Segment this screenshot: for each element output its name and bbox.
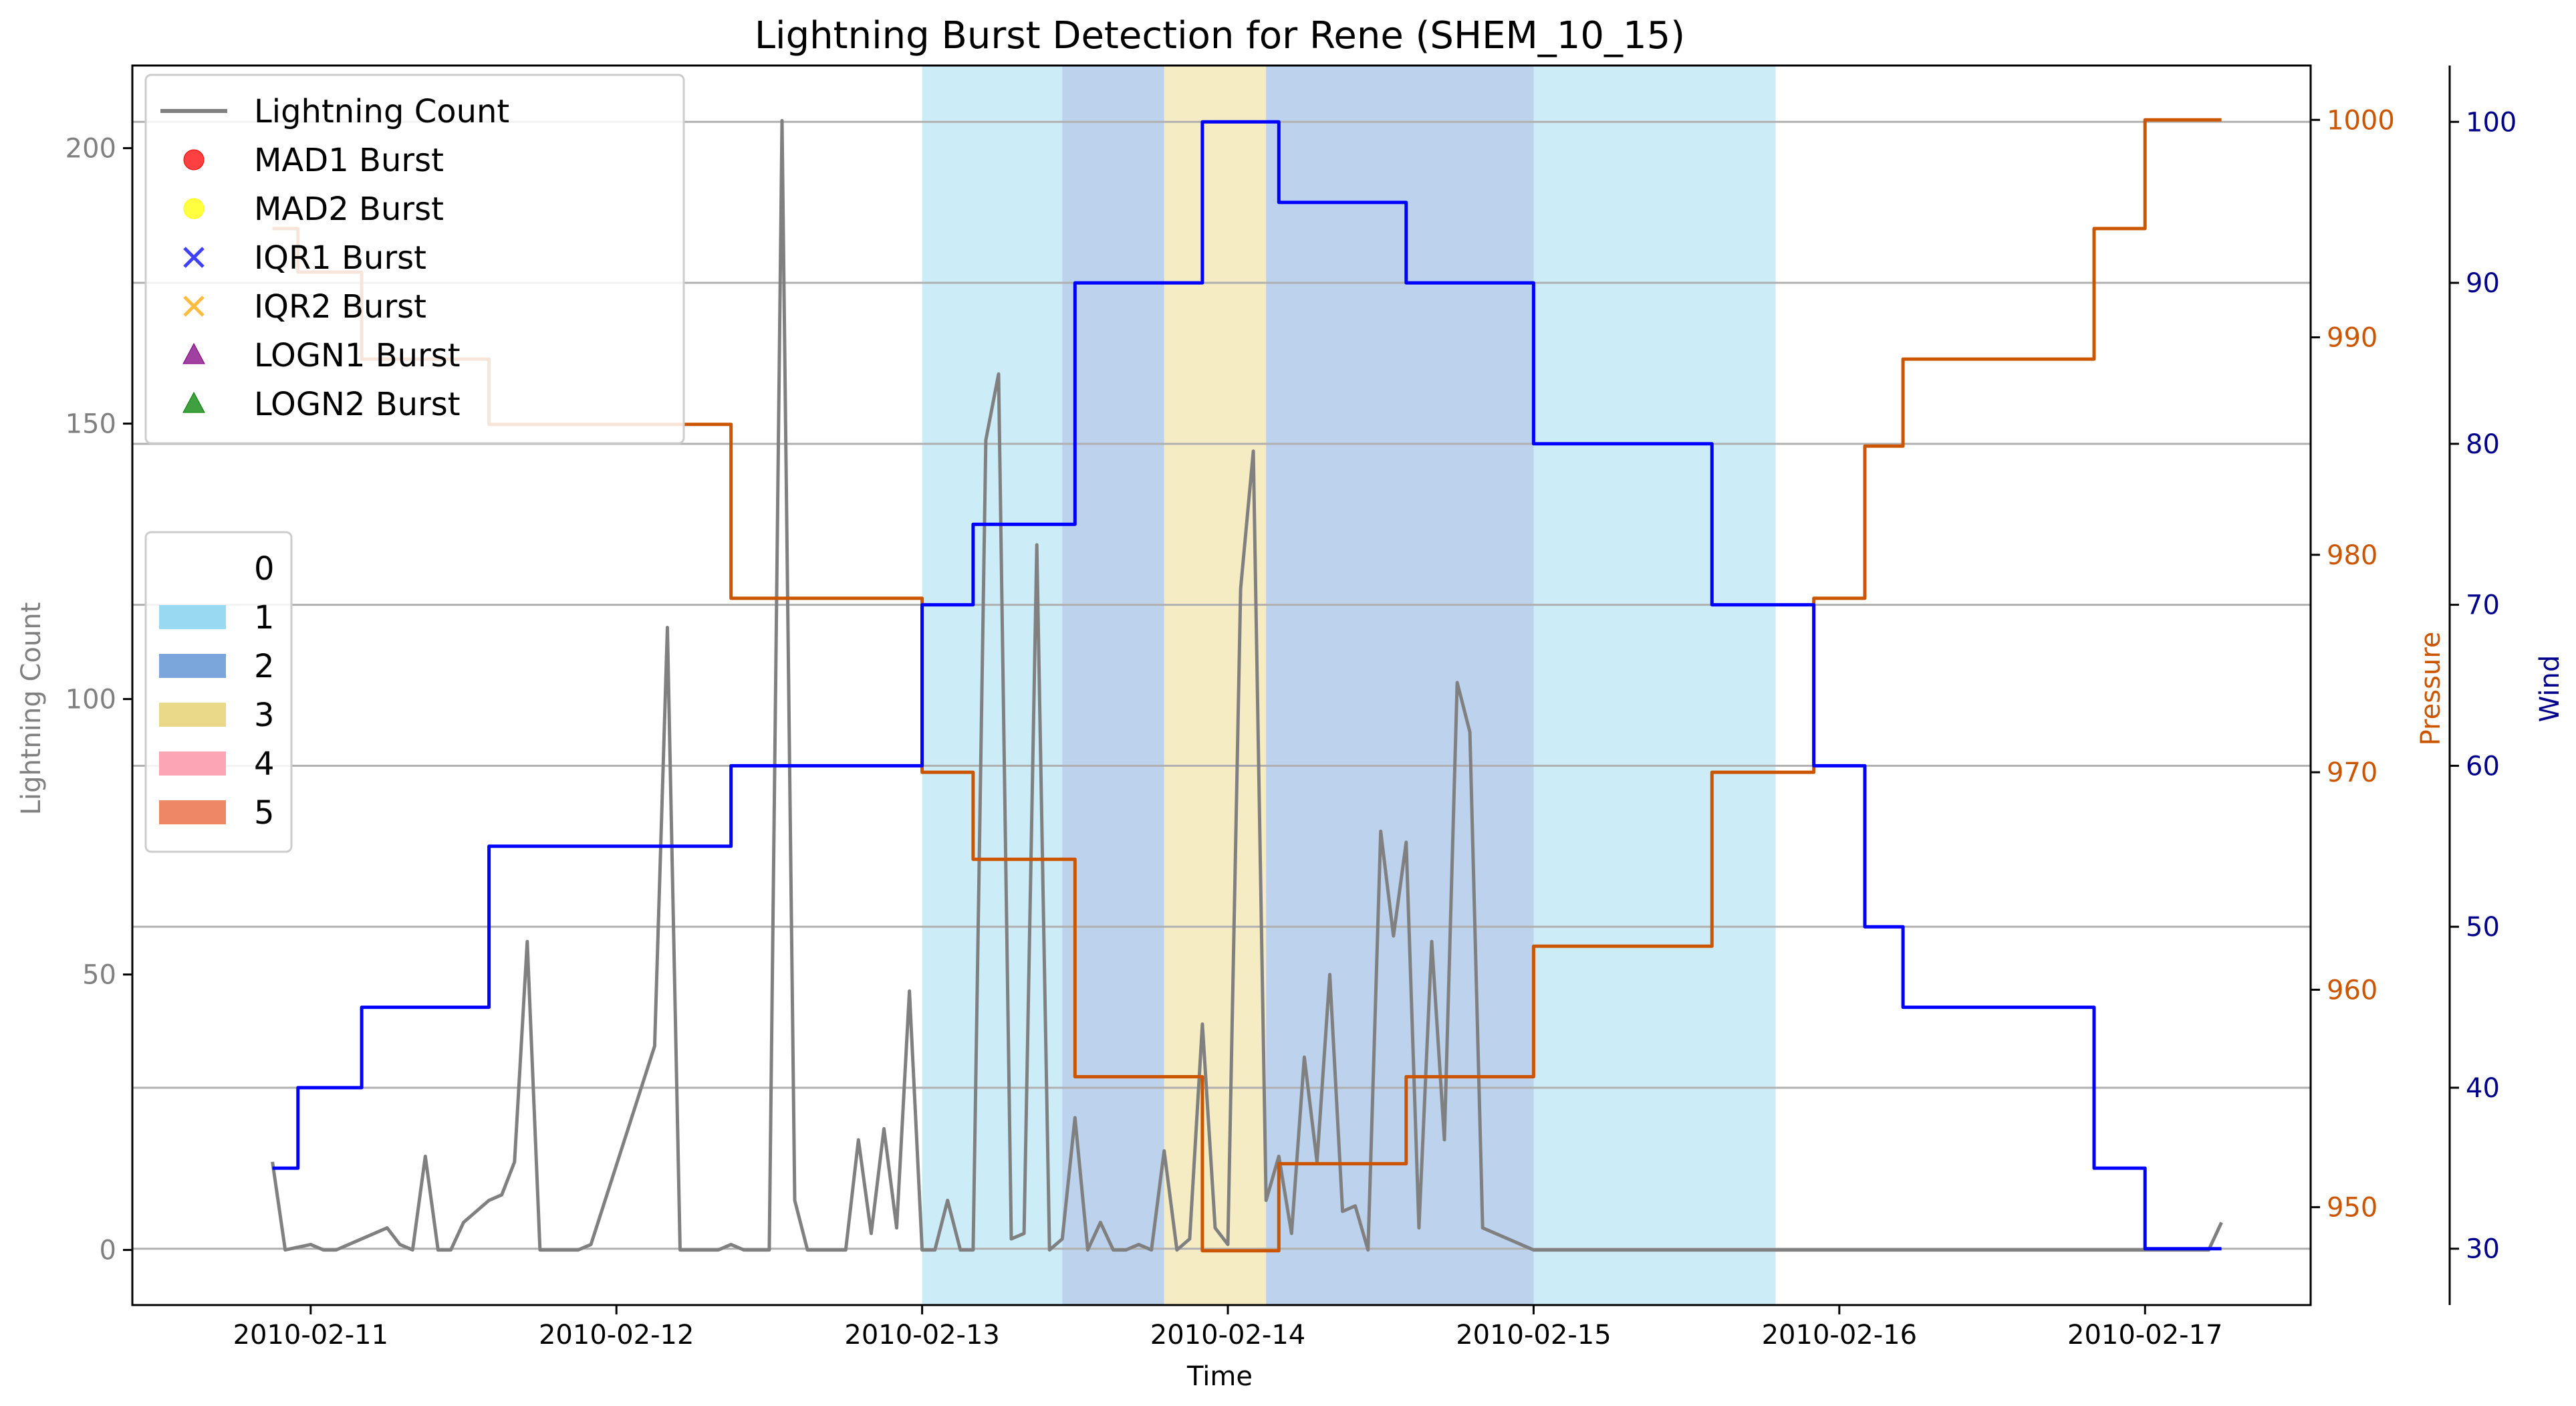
legend-label: 3 bbox=[254, 697, 275, 734]
left-tick-label: 100 bbox=[66, 685, 116, 715]
x-tick-label: 2010-02-12 bbox=[539, 1320, 694, 1351]
legend-circle-marker bbox=[183, 149, 205, 170]
wind-tick-label: 50 bbox=[2466, 912, 2500, 943]
left-axis-label: Lightning Count bbox=[16, 602, 47, 816]
chart-title: Lightning Burst Detection for Rene (SHEM… bbox=[755, 14, 1685, 57]
wind-tick-label: 70 bbox=[2466, 590, 2500, 621]
x-tick-label: 2010-02-14 bbox=[1150, 1320, 1305, 1351]
pressure-tick-label: 950 bbox=[2327, 1193, 2377, 1223]
x-axis: 2010-02-11 2010-02-12 2010-02-13 2010-02-14… bbox=[233, 1305, 2222, 1351]
legend-triangle-marker bbox=[182, 342, 205, 364]
legend-label: LOGN1 Burst bbox=[254, 337, 461, 374]
legend-label: MAD1 Burst bbox=[254, 142, 444, 179]
legend-label: 2 bbox=[254, 648, 275, 685]
legend-x-marker bbox=[183, 296, 205, 317]
x-tick-label: 2010-02-15 bbox=[1456, 1320, 1611, 1351]
legend-swatch bbox=[159, 800, 226, 824]
pressure-tick-label: 990 bbox=[2327, 323, 2377, 354]
category-band bbox=[1266, 66, 1534, 1305]
wind-tick-label: 40 bbox=[2466, 1073, 2500, 1104]
category-band bbox=[1062, 66, 1164, 1305]
pressure-y-axis: 950 960 970 980 990 1000 bbox=[2311, 105, 2395, 1223]
wind-tick-label: 80 bbox=[2466, 429, 2500, 460]
pressure-tick-label: 980 bbox=[2327, 540, 2377, 571]
legend-label: IQR1 Burst bbox=[254, 239, 426, 277]
series-legend-box bbox=[144, 74, 685, 445]
legend-label: LOGN2 Burst bbox=[254, 386, 461, 423]
x-axis-label: Time bbox=[1186, 1361, 1253, 1392]
legend-swatch bbox=[159, 605, 226, 629]
legend-circle-marker bbox=[183, 198, 205, 219]
x-tick-label: 2010-02-11 bbox=[233, 1320, 388, 1351]
wind-tick-label: 60 bbox=[2466, 751, 2500, 782]
wind-tick-label: 100 bbox=[2466, 107, 2517, 138]
category-bands bbox=[922, 66, 1776, 1305]
legend-label: Lightning Count bbox=[254, 93, 509, 130]
left-y-axis: 0 50 100 150 200 bbox=[66, 134, 132, 1266]
legend-label: 0 bbox=[254, 550, 275, 588]
legend-triangle-marker bbox=[182, 391, 205, 413]
left-tick-label: 50 bbox=[82, 960, 116, 991]
x-tick-label: 2010-02-16 bbox=[1762, 1320, 1917, 1351]
plot-frame bbox=[131, 64, 2312, 1306]
category-legend: 0 1 2 3 4 5 bbox=[144, 531, 293, 853]
left-tick-label: 0 bbox=[100, 1236, 116, 1266]
pressure-tick-label: 960 bbox=[2327, 975, 2377, 1006]
series-legend: Lightning Count MAD1 Burst MAD2 Burst IQR1 … bbox=[144, 74, 685, 445]
legend-label: MAD2 Burst bbox=[254, 191, 444, 228]
legend-label: IQR2 Burst bbox=[254, 288, 426, 326]
legend-label: 1 bbox=[254, 599, 275, 636]
legend-swatch bbox=[159, 703, 226, 727]
left-tick-label: 200 bbox=[66, 134, 116, 164]
pressure-tick-label: 970 bbox=[2327, 757, 2377, 788]
legend-x-marker bbox=[183, 247, 205, 268]
legend-label: 5 bbox=[254, 794, 275, 832]
wind-tick-label: 30 bbox=[2466, 1234, 2500, 1265]
category-band bbox=[922, 66, 1063, 1305]
left-tick-label: 150 bbox=[66, 409, 116, 440]
pressure-tick-label: 1000 bbox=[2327, 105, 2395, 136]
wind-y-axis: 30 40 50 60 70 80 90 100 bbox=[2448, 66, 2517, 1305]
pressure-axis-label: Pressure bbox=[2416, 632, 2446, 746]
category-band bbox=[1164, 66, 1267, 1305]
x-tick-label: 2010-02-17 bbox=[2067, 1320, 2222, 1351]
category-band bbox=[1533, 66, 1776, 1305]
legend-swatch bbox=[159, 751, 226, 776]
x-tick-label: 2010-02-13 bbox=[844, 1320, 999, 1351]
legend-label: 4 bbox=[254, 745, 275, 783]
wind-axis-label: Wind bbox=[2535, 655, 2565, 723]
series-line-wind bbox=[272, 120, 2222, 1251]
series-line-lightning-count bbox=[271, 118, 2223, 1252]
wind-tick-label: 90 bbox=[2466, 268, 2500, 299]
legend-swatch bbox=[159, 654, 226, 678]
legend-swatch bbox=[159, 556, 226, 580]
